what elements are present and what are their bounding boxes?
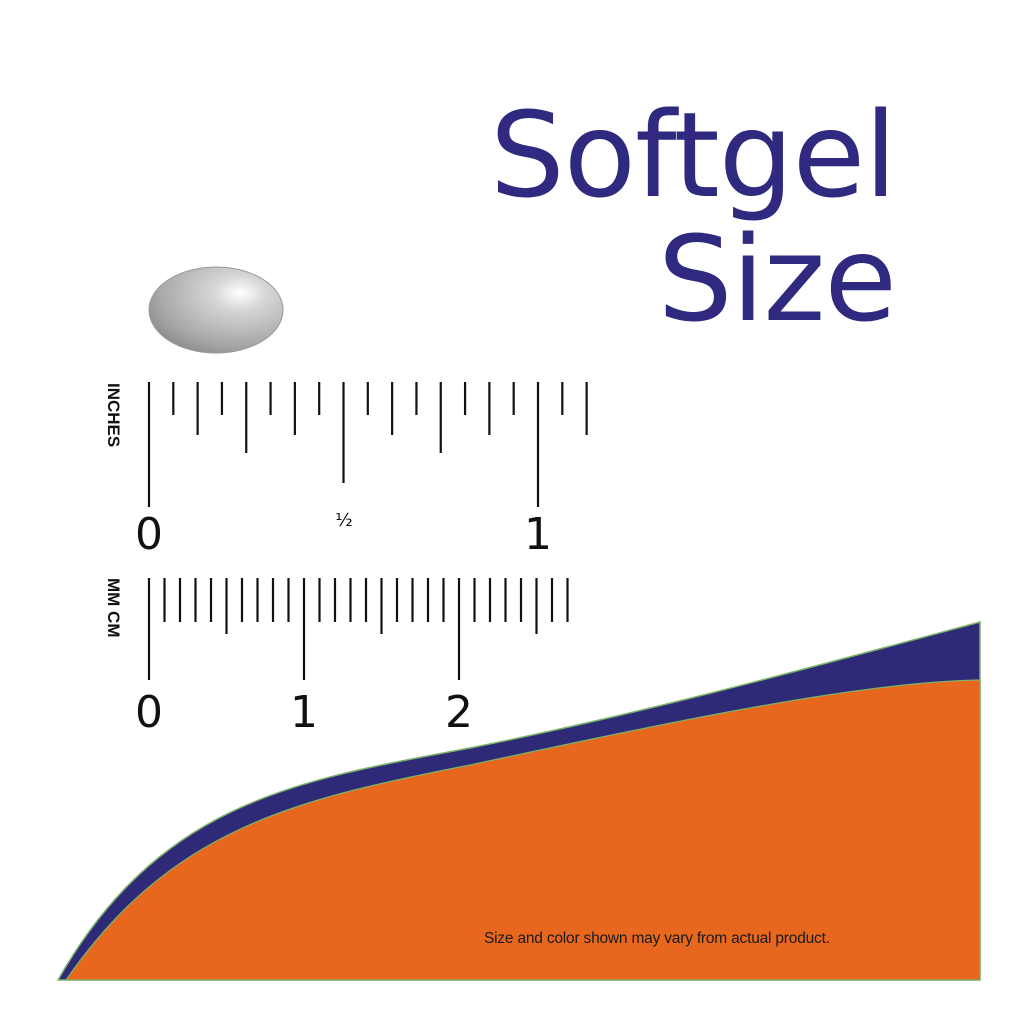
orange-swoosh [64, 679, 981, 981]
title-line-1: Softgel [489, 86, 897, 224]
title-line-2: Size [657, 210, 897, 348]
inch-label-0: 0 [135, 509, 163, 560]
cm-label-2: 2 [445, 687, 473, 738]
cm-label-0: 0 [135, 687, 163, 738]
inch-label-1: 1 [524, 509, 552, 560]
softgel-image [148, 266, 284, 354]
disclaimer-text: Size and color shown may vary from actua… [484, 930, 830, 947]
cm-label-1: 1 [290, 687, 318, 738]
metric-ruler-ticks [147, 578, 569, 680]
inch-label-half: ½ [335, 510, 352, 531]
metric-unit-label: MM CM [104, 578, 123, 637]
inch-ruler-ticks [147, 382, 588, 507]
inch-unit-label: INCHES [104, 383, 123, 447]
